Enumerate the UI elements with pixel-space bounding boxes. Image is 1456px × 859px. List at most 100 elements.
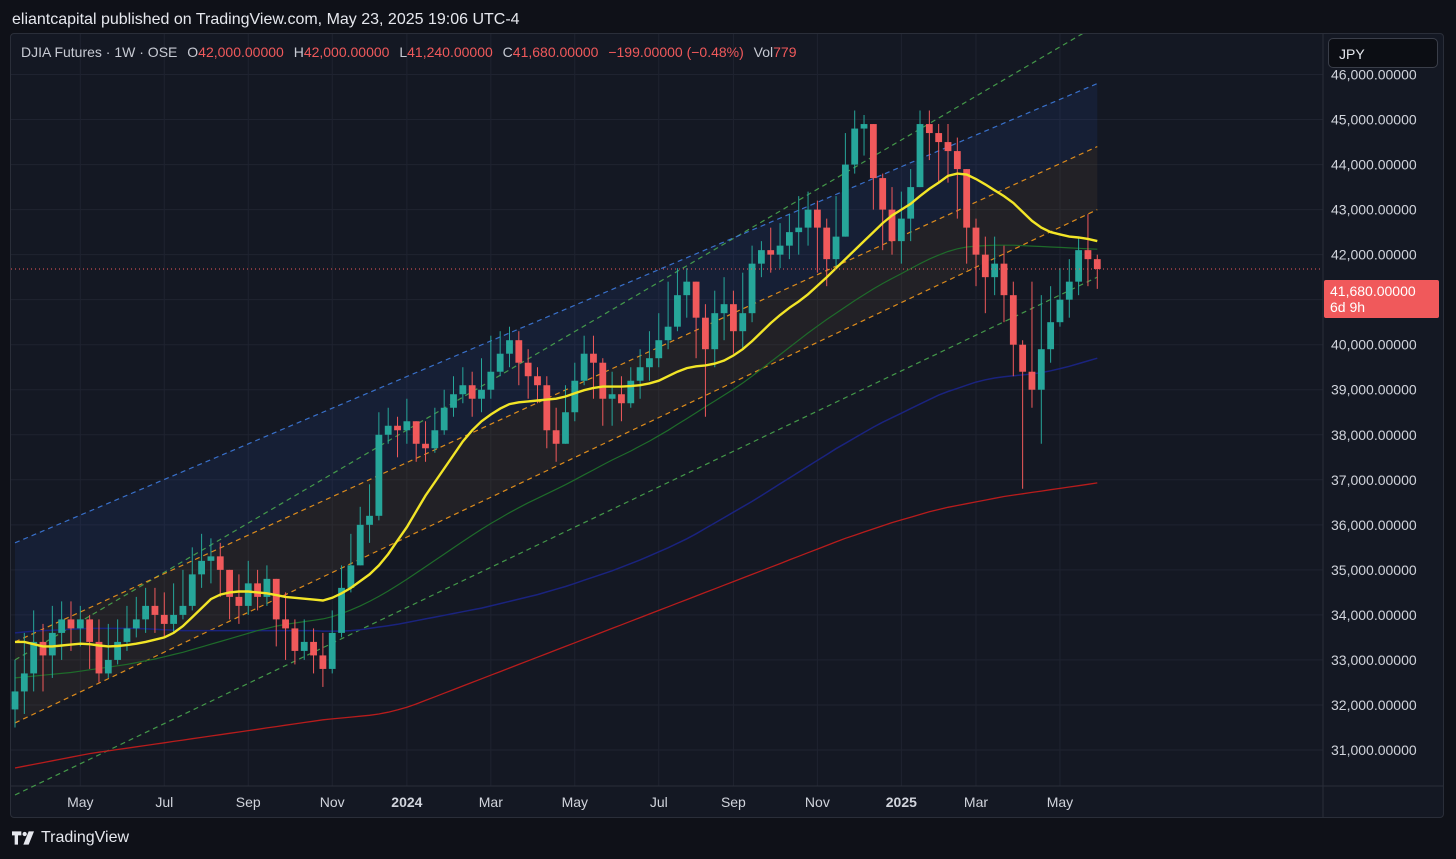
candle-body — [86, 619, 94, 642]
candle-body — [1084, 250, 1092, 260]
candle-body — [170, 614, 178, 624]
candle-body — [1009, 295, 1017, 345]
candle-body — [524, 362, 532, 377]
x-tick-label: Jul — [155, 794, 173, 810]
y-tick-label: 38,000.00000 — [1331, 427, 1417, 443]
candle-body — [683, 281, 691, 296]
y-tick-label: 36,000.00000 — [1331, 517, 1417, 533]
candle-body — [506, 340, 513, 354]
price-chart[interactable]: 46,000.00000 45,000.00000 44,000.00000 43,0… — [11, 34, 1444, 818]
candle-body — [478, 389, 485, 399]
candle-body — [795, 227, 803, 233]
y-tick-label: 44,000.00000 — [1331, 157, 1417, 173]
candle-body — [664, 326, 672, 341]
last-price-value: 41,680.00000 — [1330, 283, 1416, 299]
candle-body — [272, 578, 280, 620]
currency-selector[interactable]: JPY — [1328, 38, 1438, 68]
high-value: 42,000.00000 — [303, 44, 390, 60]
x-tick-label: Sep — [236, 794, 261, 810]
candle-body — [39, 641, 47, 656]
candle-body — [813, 209, 821, 228]
candle-body — [76, 619, 84, 629]
candle-body — [403, 421, 411, 431]
candle-body — [618, 394, 625, 404]
candle-body — [851, 128, 859, 165]
candle-body — [366, 515, 373, 525]
candle-body — [487, 371, 495, 390]
candle-body — [981, 254, 989, 278]
candle-body — [599, 362, 607, 399]
candle-body — [114, 641, 122, 660]
footer-brand[interactable]: TradingView — [12, 826, 129, 850]
y-tick-label: 39,000.00000 — [1331, 382, 1417, 398]
channel-line — [14, 209, 1098, 724]
low-label: L — [399, 44, 408, 60]
candle-body — [1075, 250, 1083, 282]
candle-body — [123, 628, 131, 642]
candle-body — [431, 430, 439, 449]
candle-body — [534, 376, 541, 386]
ma-slow-line — [14, 357, 1098, 634]
candle-body — [282, 619, 289, 629]
candle-body — [48, 632, 56, 656]
candle-body — [935, 133, 943, 143]
candle-body — [300, 641, 308, 651]
candle-body — [356, 524, 364, 566]
candle-body — [30, 641, 38, 674]
y-tick-label: 37,000.00000 — [1331, 472, 1417, 488]
candle-body — [944, 142, 952, 152]
candle-body — [263, 578, 271, 597]
close-value: 41,680.00000 — [512, 44, 599, 60]
candle-body — [207, 556, 215, 561]
bar-countdown: 6d 9h — [1330, 299, 1366, 315]
change-value: −199.00000 (−0.48%) — [608, 44, 744, 60]
x-tick-label: Sep — [721, 794, 746, 810]
ohlc-legend: DJIA Futures · 1W · OSE O42,000.00000 H4… — [21, 44, 797, 60]
last-price-tag: 41,680.00000 6d 9h — [1324, 280, 1439, 318]
candle-body — [739, 313, 747, 332]
candle-body — [655, 340, 663, 359]
channel-line — [14, 82, 1098, 544]
volume-value: 779 — [773, 44, 797, 60]
candle-body — [244, 583, 252, 606]
x-tick-label: Nov — [320, 794, 345, 810]
candle-body — [1000, 263, 1008, 296]
candle-body — [95, 641, 103, 674]
ma-mid-line — [14, 244, 1098, 679]
candle-body — [776, 245, 784, 255]
symbol-label[interactable]: DJIA Futures · 1W · OSE — [21, 44, 178, 60]
candle-body — [758, 250, 765, 264]
high-label: H — [293, 44, 304, 60]
candle-body — [897, 218, 905, 242]
candle-body — [767, 250, 775, 255]
open-value: 42,000.00000 — [198, 44, 284, 60]
candle-body — [235, 596, 243, 606]
channel-line — [14, 146, 1098, 643]
candle-body — [67, 619, 75, 629]
ma-long-line — [14, 482, 1098, 769]
candle-body — [291, 628, 299, 651]
candle-body — [636, 367, 644, 381]
candle-body — [702, 317, 709, 350]
candle-body — [692, 281, 700, 318]
candle-body — [1093, 259, 1101, 270]
candle-body — [151, 605, 159, 615]
candle-body — [198, 560, 205, 575]
candle-body — [748, 263, 756, 314]
candle-body — [440, 407, 448, 431]
candle-body — [991, 263, 999, 278]
candle-body — [608, 394, 616, 399]
x-tick-label: 2025 — [886, 794, 917, 810]
candle-body — [459, 385, 467, 395]
y-tick-label: 46,000.00000 — [1331, 67, 1417, 83]
candle-body — [860, 124, 868, 129]
candle-body — [646, 358, 653, 368]
candle-body — [216, 556, 224, 570]
chart-panel[interactable]: 46,000.00000 45,000.00000 44,000.00000 43,0… — [10, 33, 1444, 818]
candle-body — [20, 673, 28, 692]
candle-body — [879, 178, 887, 210]
candle-body — [226, 569, 233, 597]
candle-body — [375, 434, 383, 516]
low-value: 41,240.00000 — [407, 44, 493, 60]
candle-body — [254, 583, 261, 597]
